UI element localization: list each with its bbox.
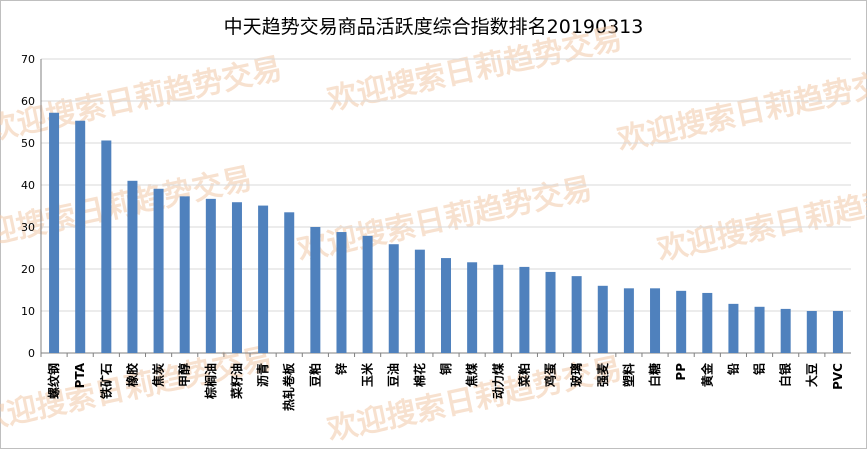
bar — [49, 112, 60, 353]
bar — [650, 288, 661, 353]
bar — [75, 120, 86, 354]
x-tick-label: 白糖 — [647, 363, 662, 387]
y-tick-label: 70 — [21, 53, 35, 66]
x-tick-label: 鸡蛋 — [543, 363, 558, 388]
x-tick-label: 橡胶 — [124, 363, 139, 387]
y-tick-label: 60 — [21, 95, 35, 108]
bar — [153, 188, 164, 353]
y-tick-label: 40 — [21, 179, 35, 192]
bar — [205, 198, 216, 353]
bar — [806, 311, 817, 353]
y-tick-label: 20 — [21, 263, 35, 276]
bar — [467, 262, 478, 353]
x-tick-label: 铝 — [752, 363, 767, 375]
x-tick-label: 大豆 — [804, 363, 819, 387]
x-tick-label: 棕榈油 — [203, 363, 218, 400]
bar — [362, 235, 373, 353]
bar — [754, 306, 765, 353]
x-tick-label: 焦炭 — [151, 363, 166, 388]
bar — [336, 232, 347, 353]
y-tick-label: 50 — [21, 137, 35, 150]
x-tick-label: 白银 — [778, 362, 793, 387]
x-tick-label: PVC — [831, 363, 845, 390]
bar — [519, 266, 530, 353]
x-tick-label: 豆油 — [386, 363, 401, 387]
bar — [571, 276, 582, 353]
chart-title: 中天趋势交易商品活跃度综合指数排名20190313 — [223, 16, 644, 38]
watermark-text: 欢迎搜索日莉趋势交易 — [653, 171, 867, 268]
x-tick-label: 甲醇 — [177, 363, 192, 387]
x-tick-label: 塑料 — [621, 363, 636, 387]
bar — [441, 258, 451, 353]
x-tick-label: 棉花 — [412, 363, 427, 387]
y-tick-label: 0 — [28, 347, 35, 360]
x-tick-label: 铜 — [438, 363, 453, 375]
x-tick-label: 螺纹钢 — [46, 363, 61, 399]
x-tick-label: 热轧卷板 — [281, 362, 296, 411]
x-tick-label: 焦煤 — [464, 363, 479, 388]
bar — [258, 205, 269, 353]
bar — [414, 249, 425, 353]
x-tick-label: 菜粕 — [516, 363, 531, 388]
bar — [179, 196, 190, 353]
y-tick-label: 10 — [21, 305, 35, 318]
x-tick-labels: 螺纹钢 PTA 铁矿石 橡胶 焦炭 甲醇 棕榈油 菜籽油 沥青 热轧卷板 豆粕锌玉米 豆油 棉花铜焦煤动… — [46, 362, 845, 411]
bar — [388, 244, 399, 353]
bar — [231, 202, 242, 353]
watermark-text: 欢迎搜索日莉趋势交易 — [323, 21, 625, 118]
x-tick-label: 菜籽油 — [229, 363, 244, 400]
bar — [310, 227, 321, 353]
x-tick-label: 玉米 — [360, 362, 375, 387]
bar — [623, 288, 634, 353]
x-tick-label: 黄金 — [699, 362, 714, 387]
x-tick-label: 铅 — [725, 363, 740, 376]
x-tick-label: 动力煤 — [490, 363, 505, 399]
watermark-text: 欢迎搜索日莉趋势交易 — [613, 61, 867, 158]
bar — [493, 264, 504, 353]
bar — [284, 212, 295, 353]
x-tick-label: 强麦 — [595, 362, 610, 387]
x-tick-label: 玻璃 — [569, 363, 584, 387]
bar — [545, 271, 556, 353]
bar — [702, 292, 713, 353]
watermark-text: 欢迎搜索日莉趋势交易 — [0, 51, 285, 148]
bar — [728, 303, 739, 353]
bar — [780, 308, 791, 353]
bar — [597, 285, 608, 353]
bar — [676, 290, 687, 353]
x-tick-label: 沥青 — [255, 363, 270, 387]
y-tick-labels: 0 10 20 30 40 50 60 70 — [21, 53, 35, 360]
bar — [101, 140, 112, 353]
bars — [49, 112, 843, 354]
x-tick-label: PTA — [73, 362, 87, 388]
x-tick-label: 豆粕 — [307, 363, 322, 387]
x-tick-label: 铁矿石 — [98, 363, 113, 399]
bar — [127, 180, 138, 353]
x-tick-label: 锌 — [333, 363, 348, 375]
x-tick-label: PP — [674, 363, 688, 381]
y-tick-label: 30 — [21, 221, 35, 234]
bar — [832, 311, 843, 353]
